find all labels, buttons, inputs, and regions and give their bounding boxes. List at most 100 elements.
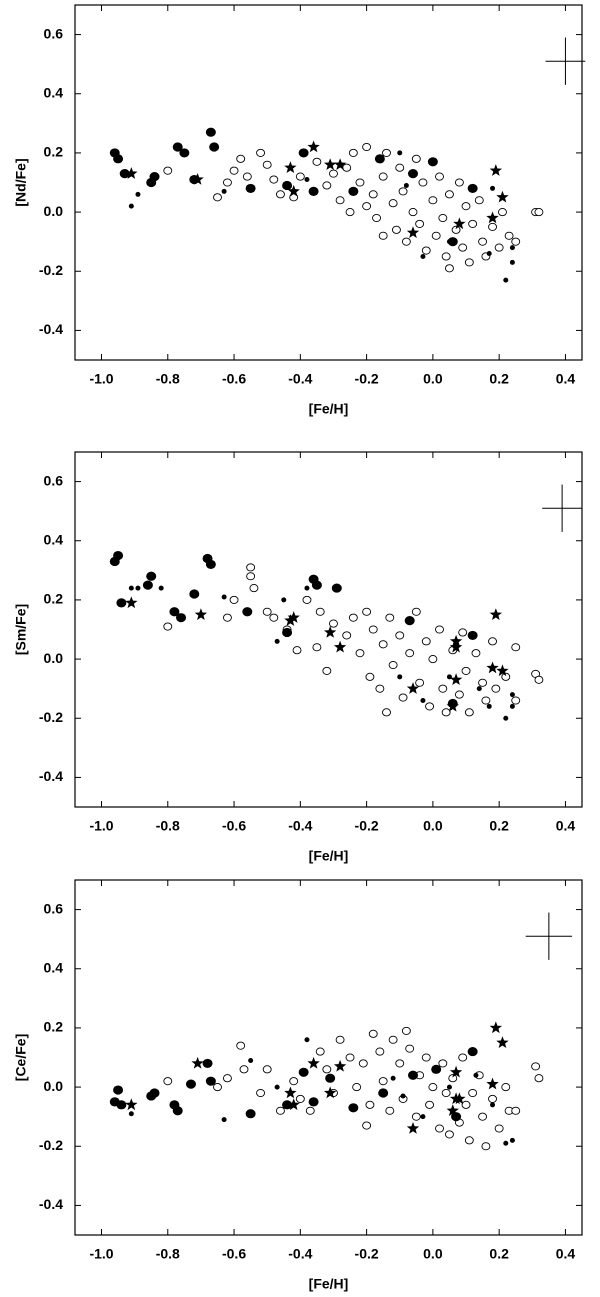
dot-point xyxy=(390,1075,396,1081)
filled-point xyxy=(149,171,160,182)
dot-point xyxy=(503,1140,509,1146)
star-point xyxy=(333,1059,347,1072)
y-tick-label: 0.4 xyxy=(44,959,64,975)
open-point xyxy=(425,702,435,711)
open-point xyxy=(229,595,239,604)
open-point xyxy=(428,1083,438,1092)
open-point xyxy=(458,628,468,637)
open-point xyxy=(398,187,408,196)
star-point xyxy=(125,596,138,609)
x-tick-label: 0.2 xyxy=(489,818,509,834)
y-axis-label: [Ce/Fe] xyxy=(13,1034,29,1081)
x-axis-label: [Fe/H] xyxy=(309,848,349,864)
filled-point xyxy=(176,613,187,623)
star-point xyxy=(486,211,499,224)
open-point xyxy=(478,237,488,246)
open-point xyxy=(411,1112,421,1121)
open-point xyxy=(249,584,259,593)
star-point xyxy=(287,611,300,623)
open-point xyxy=(276,190,285,199)
filled-point xyxy=(408,169,418,179)
open-point xyxy=(438,684,448,693)
filled-point xyxy=(378,1088,389,1098)
star-point xyxy=(307,1056,320,1069)
open-point xyxy=(375,1047,385,1056)
open-point xyxy=(385,1106,395,1115)
open-point xyxy=(302,595,312,604)
open-point xyxy=(262,607,272,616)
filled-point xyxy=(185,1079,196,1089)
open-point xyxy=(368,1029,378,1038)
open-point xyxy=(315,1047,325,1056)
star-point xyxy=(284,1086,297,1099)
star-point xyxy=(486,661,499,674)
open-point xyxy=(385,613,395,622)
star-point xyxy=(496,190,509,203)
open-point xyxy=(348,148,358,157)
filled-point xyxy=(113,1085,124,1095)
open-point xyxy=(491,684,501,693)
open-point xyxy=(342,631,352,640)
y-tick-label: 0.2 xyxy=(44,1019,64,1035)
open-point xyxy=(418,178,428,187)
filled-point xyxy=(242,607,253,617)
star-point xyxy=(284,614,297,626)
open-point xyxy=(312,157,322,166)
open-point xyxy=(378,231,388,240)
filled-point xyxy=(113,550,124,561)
x-tick-label: 0.4 xyxy=(556,371,576,387)
dot-point xyxy=(420,1114,426,1120)
x-tick-label: -0.8 xyxy=(156,371,180,387)
open-point xyxy=(468,219,478,228)
dot-point xyxy=(503,715,509,721)
open-point xyxy=(415,678,425,687)
open-point xyxy=(398,693,408,702)
filled-point xyxy=(374,154,385,164)
star-point xyxy=(449,640,463,653)
filled-point xyxy=(205,559,216,570)
x-tick-label: -1.0 xyxy=(89,818,113,834)
panel: -1.0 -0.8 -0.6 -0.4 -0.2 0.0 0.2 0.4 -0.4 -0.2 0.0… xyxy=(13,879,583,1292)
star-point xyxy=(323,158,337,171)
open-point xyxy=(378,640,388,649)
open-point xyxy=(411,154,421,163)
filled-point xyxy=(404,616,415,626)
x-tick-label: -0.2 xyxy=(355,818,379,834)
open-point xyxy=(471,649,481,658)
dot-point xyxy=(486,703,492,709)
open-point xyxy=(375,684,385,693)
filled-point xyxy=(467,630,478,641)
open-point xyxy=(262,1065,272,1074)
open-point xyxy=(395,1059,405,1068)
dot-point xyxy=(509,703,515,709)
dot-point xyxy=(509,692,515,698)
open-point xyxy=(355,649,365,658)
open-point xyxy=(335,1035,345,1044)
x-axis-label: [Fe/H] xyxy=(309,1276,349,1292)
y-tick-label: 0.0 xyxy=(44,650,64,666)
open-point xyxy=(441,252,451,261)
y-tick-label: 0.4 xyxy=(44,531,64,547)
filled-point xyxy=(189,589,200,599)
open-point xyxy=(421,246,431,255)
x-tick-label: -1.0 xyxy=(89,1246,113,1262)
dot-point xyxy=(274,1084,280,1090)
open-point xyxy=(421,637,431,646)
open-point xyxy=(454,690,464,699)
star-point xyxy=(323,1086,337,1099)
dot-point xyxy=(486,251,492,256)
open-point xyxy=(425,1100,435,1109)
dot-point xyxy=(135,585,141,591)
x-tick-label: 0.0 xyxy=(423,818,443,834)
open-point xyxy=(362,142,372,152)
open-point xyxy=(531,1062,541,1071)
open-point xyxy=(478,1112,488,1121)
star-point xyxy=(125,1098,138,1111)
star-point xyxy=(449,1065,463,1078)
open-point xyxy=(464,1136,474,1145)
open-point xyxy=(481,696,491,705)
x-axis-label: [Fe/H] xyxy=(309,401,349,417)
open-point xyxy=(163,622,173,631)
x-tick-label: 0.4 xyxy=(556,818,576,834)
